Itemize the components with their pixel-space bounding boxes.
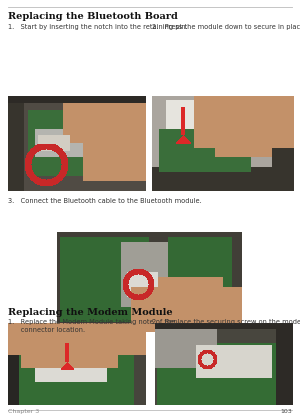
Text: 1.   Start by inserting the notch into the retaining pin.: 1. Start by inserting the notch into the… <box>8 24 188 30</box>
Text: 3.   Connect the Bluetooth cable to the Bluetooth module.: 3. Connect the Bluetooth cable to the Bl… <box>8 198 202 204</box>
Text: Replacing the Bluetooth Board: Replacing the Bluetooth Board <box>8 12 178 21</box>
Text: connector location.: connector location. <box>8 327 85 333</box>
Text: 2.   Press the module down to secure in place.: 2. Press the module down to secure in pl… <box>152 24 300 30</box>
Text: Chapter 3: Chapter 3 <box>8 409 39 414</box>
Text: 103: 103 <box>280 409 292 414</box>
Text: 1.   Replace the Modem Module taking note of the: 1. Replace the Modem Module taking note … <box>8 319 175 325</box>
Text: Replacing the Modem Module: Replacing the Modem Module <box>8 308 172 317</box>
Text: 2.   Replace the securing screw on the modem module: 2. Replace the securing screw on the mod… <box>152 319 300 325</box>
